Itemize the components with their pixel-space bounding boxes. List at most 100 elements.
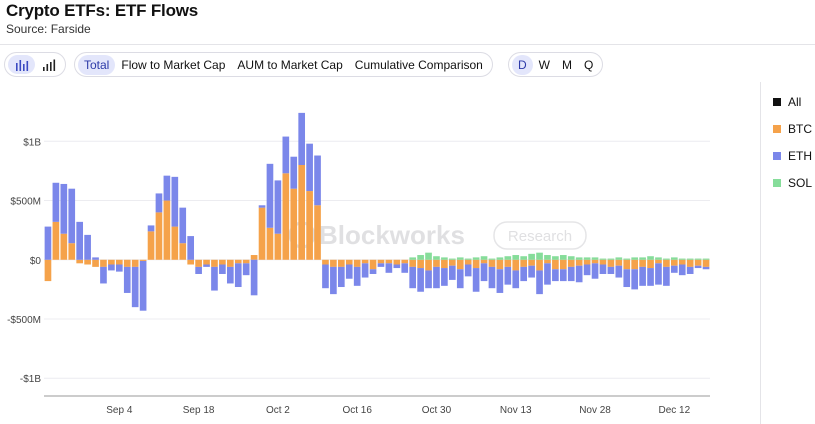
bar-eth[interactable]	[385, 263, 393, 273]
bar-sol[interactable]	[567, 256, 575, 260]
bar-eth[interactable]	[361, 263, 369, 278]
bar-btc[interactable]	[536, 259, 543, 271]
bar-eth[interactable]	[678, 264, 686, 276]
period-tab-d[interactable]: D	[512, 54, 533, 75]
bar-btc[interactable]	[504, 259, 512, 267]
bar-eth[interactable]	[322, 264, 329, 289]
bar-btc[interactable]	[702, 259, 710, 267]
bar-sol[interactable]	[670, 257, 678, 260]
bar-btc[interactable]	[464, 259, 472, 265]
bar-eth[interactable]	[298, 112, 306, 165]
bar-btc[interactable]	[131, 259, 139, 267]
bar-btc[interactable]	[274, 233, 282, 260]
bar-sol[interactable]	[425, 252, 432, 260]
bar-eth[interactable]	[219, 264, 226, 274]
line-chart-icon[interactable]	[35, 55, 62, 74]
bar-btc[interactable]	[575, 259, 583, 266]
bar-btc[interactable]	[623, 259, 631, 270]
bar-sol[interactable]	[647, 256, 654, 260]
bar-eth[interactable]	[258, 205, 266, 208]
bar-sol[interactable]	[663, 258, 670, 260]
bar-sol[interactable]	[686, 258, 694, 260]
bar-btc[interactable]	[322, 259, 329, 265]
bar-eth[interactable]	[401, 263, 409, 273]
tab-aum-to-market-cap[interactable]: AUM to Market Cap	[237, 57, 343, 72]
bar-sol[interactable]	[528, 253, 535, 260]
bar-eth[interactable]	[290, 156, 298, 189]
period-tab-q[interactable]: Q	[584, 57, 594, 72]
bar-eth[interactable]	[139, 260, 147, 311]
bar-btc[interactable]	[385, 259, 393, 264]
bar-btc[interactable]	[448, 259, 456, 266]
bar-eth[interactable]	[84, 234, 91, 260]
legend-item-sol[interactable]: SOL	[773, 169, 812, 196]
bar-eth[interactable]	[369, 269, 377, 274]
bar-eth[interactable]	[76, 221, 84, 260]
bar-sol[interactable]	[544, 255, 551, 260]
bar-eth[interactable]	[211, 266, 218, 291]
bar-btc[interactable]	[512, 259, 520, 271]
bar-eth[interactable]	[68, 188, 76, 244]
bar-eth[interactable]	[163, 175, 171, 201]
bar-eth[interactable]	[417, 268, 424, 292]
bar-btc[interactable]	[187, 259, 195, 265]
bar-btc[interactable]	[337, 259, 345, 267]
bar-btc[interactable]	[258, 207, 266, 260]
bar-btc[interactable]	[353, 259, 361, 267]
bar-btc[interactable]	[393, 259, 401, 265]
bar-eth[interactable]	[496, 269, 504, 293]
bar-eth[interactable]	[306, 143, 313, 192]
bar-btc[interactable]	[409, 259, 417, 267]
bar-eth[interactable]	[179, 207, 187, 244]
bar-btc[interactable]	[528, 259, 535, 266]
bar-btc[interactable]	[425, 259, 432, 271]
tab-flow-to-market-cap[interactable]: Flow to Market Cap	[121, 57, 226, 72]
bar-eth[interactable]	[345, 264, 353, 279]
bar-eth[interactable]	[567, 266, 575, 282]
bar-btc[interactable]	[155, 212, 163, 260]
bar-btc[interactable]	[108, 259, 115, 265]
bar-eth[interactable]	[131, 266, 139, 308]
bar-eth[interactable]	[187, 236, 195, 260]
bar-eth[interactable]	[559, 269, 567, 282]
period-tab-m[interactable]: M	[562, 57, 572, 72]
bar-btc[interactable]	[686, 259, 694, 267]
legend-item-btc[interactable]: BTC	[773, 115, 812, 142]
bar-eth[interactable]	[314, 155, 321, 206]
bar-sol[interactable]	[583, 257, 591, 260]
bar-btc[interactable]	[433, 259, 440, 267]
bar-eth[interactable]	[123, 266, 131, 293]
bar-eth[interactable]	[147, 225, 155, 232]
bar-btc[interactable]	[195, 259, 202, 267]
bar-sol[interactable]	[631, 257, 639, 260]
bar-eth[interactable]	[552, 269, 559, 282]
bar-sol[interactable]	[607, 258, 615, 260]
bar-eth[interactable]	[250, 259, 258, 296]
bar-eth[interactable]	[441, 268, 448, 286]
bar-btc[interactable]	[147, 231, 155, 260]
bar-eth[interactable]	[472, 268, 480, 292]
bar-btc[interactable]	[92, 259, 99, 267]
bar-btc[interactable]	[314, 205, 321, 260]
bar-btc[interactable]	[330, 259, 337, 267]
bar-btc[interactable]	[84, 259, 91, 265]
bar-btc[interactable]	[115, 259, 123, 265]
bar-btc[interactable]	[242, 259, 250, 264]
bar-btc[interactable]	[219, 259, 226, 265]
bar-eth[interactable]	[155, 193, 163, 213]
bar-btc[interactable]	[250, 255, 258, 260]
bar-btc[interactable]	[401, 259, 409, 264]
legend-item-eth[interactable]: ETH	[773, 142, 812, 169]
bar-chart-icon[interactable]	[8, 55, 35, 74]
bar-eth[interactable]	[631, 269, 639, 290]
bar-sol[interactable]	[599, 258, 607, 260]
bar-btc[interactable]	[417, 259, 424, 269]
bar-eth[interactable]	[44, 226, 52, 260]
bar-btc[interactable]	[123, 259, 131, 267]
bar-sol[interactable]	[448, 258, 456, 260]
bar-eth[interactable]	[655, 263, 662, 285]
bar-eth[interactable]	[583, 264, 591, 276]
bar-btc[interactable]	[647, 259, 654, 269]
bar-btc[interactable]	[139, 259, 147, 261]
bar-sol[interactable]	[456, 257, 464, 260]
